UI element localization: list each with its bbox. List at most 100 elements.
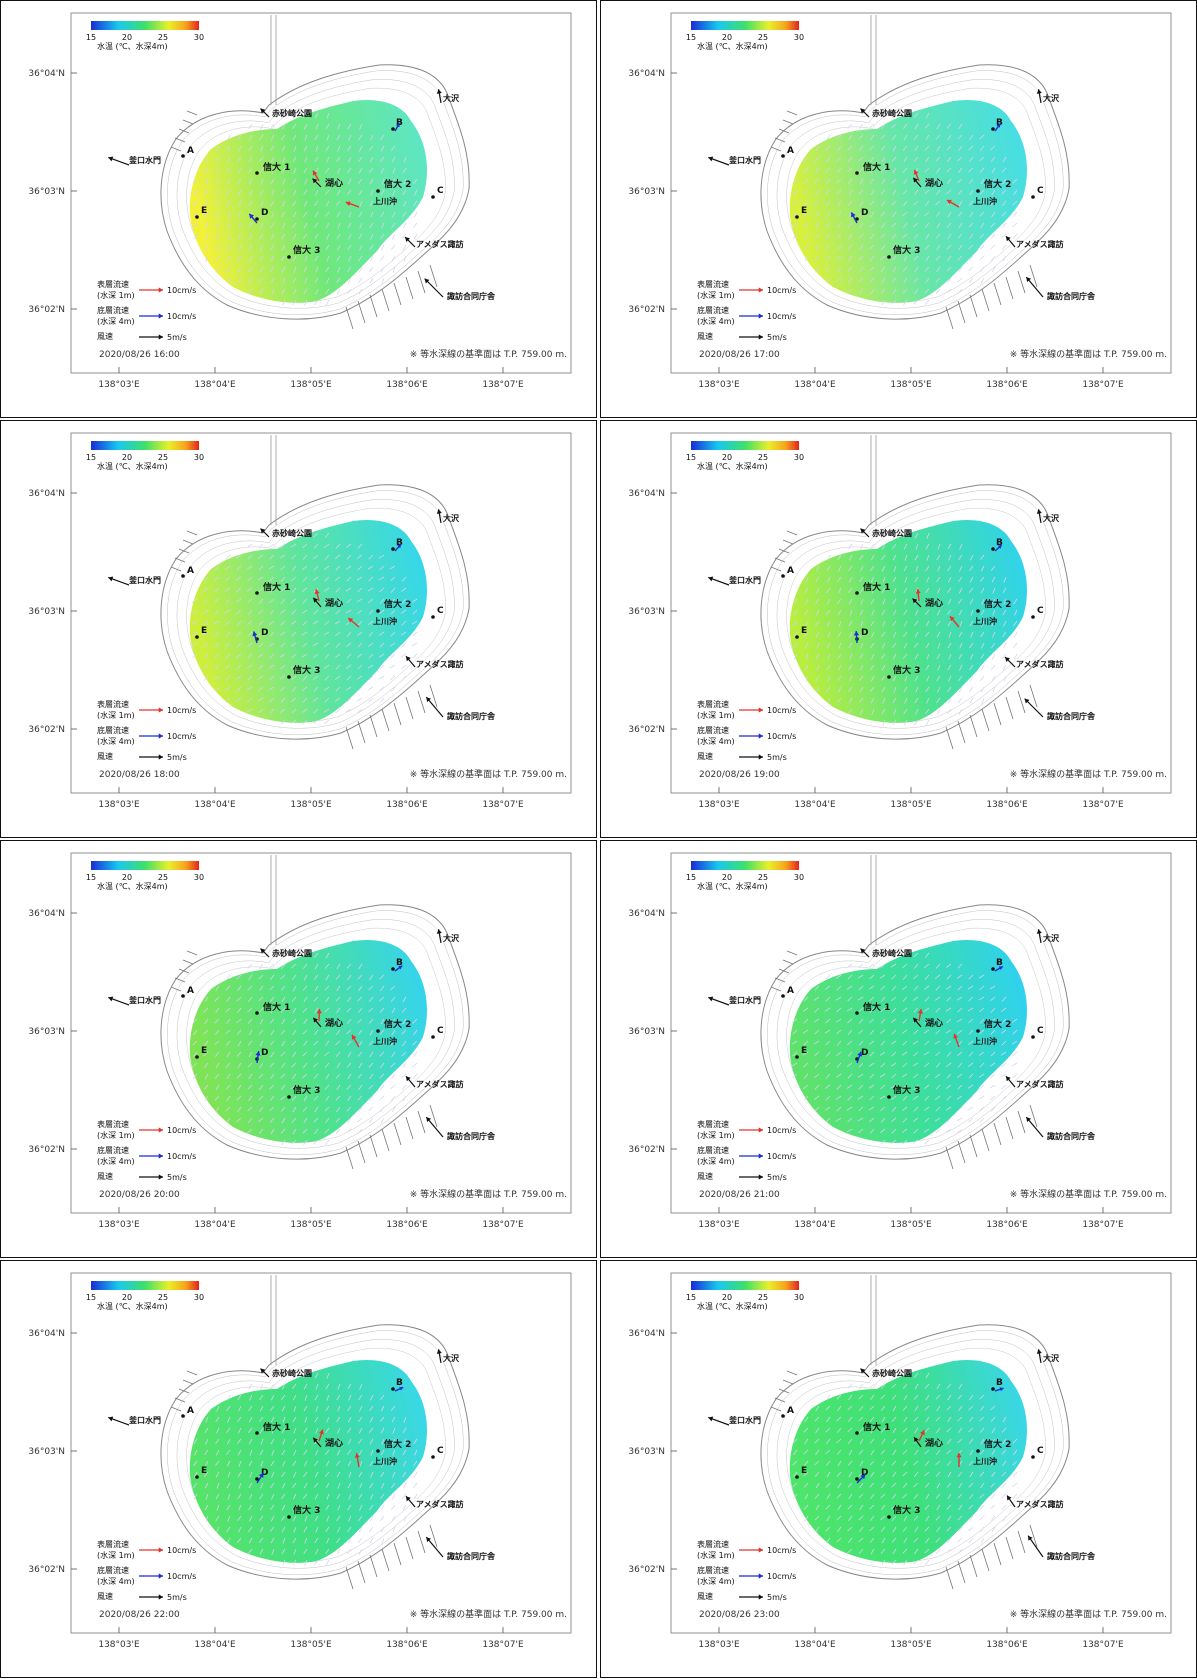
station-label: E: [201, 206, 207, 216]
colorbar-title: 水温 (℃、水深4m): [697, 461, 768, 471]
x-axis-tick-label: 138°07'E: [1082, 800, 1124, 810]
y-axis-tick-label: 36°02'N: [628, 1565, 665, 1575]
legend-label: 底層流速: [97, 725, 129, 735]
station-label: 上川沖: [973, 1036, 997, 1046]
colorbar-tick: 20: [122, 453, 132, 462]
station-label: 信大 3: [293, 1504, 320, 1516]
station-marker: [287, 1515, 291, 1519]
timestamp: 2020/08/26 16:00: [99, 350, 180, 360]
station-label: C: [437, 1026, 444, 1036]
colorbar-title: 水温 (℃、水深4m): [97, 41, 168, 51]
y-axis-tick-label: 36°04'N: [28, 1329, 65, 1339]
legend-label: 表層流速: [697, 699, 729, 709]
timestamp: 2020/08/26 20:00: [99, 1190, 180, 1200]
legend-label: 底層流速: [97, 1565, 129, 1575]
station-marker: [1031, 1035, 1035, 1039]
station-label: 信大 2: [984, 1018, 1011, 1030]
x-axis-tick-label: 138°04'E: [794, 1220, 836, 1230]
station-label: E: [801, 626, 807, 636]
map-panel: 15 20 25 30 水温 (℃、水深4m) 138°03'E 138°04'E 138°0…: [0, 0, 597, 418]
station-label: C: [1037, 186, 1044, 196]
legend-label: (水深 1m): [97, 710, 135, 720]
station-label: 湖心: [325, 1437, 343, 1449]
station-label: 信大 2: [384, 178, 411, 190]
colorbar-tick: 25: [158, 33, 168, 42]
x-axis-tick-label: 138°03'E: [98, 1220, 140, 1230]
x-axis-tick-label: 138°06'E: [986, 1640, 1028, 1650]
station-label: 大沢: [443, 933, 460, 943]
station-label: A: [787, 146, 794, 156]
x-axis-tick-label: 138°06'E: [986, 380, 1028, 390]
x-axis-tick-label: 138°06'E: [386, 800, 428, 810]
timestamp: 2020/08/26 17:00: [699, 350, 780, 360]
station-marker: [195, 1475, 199, 1479]
station-label: 信大 1: [263, 161, 290, 173]
colorbar-title: 水温 (℃、水深4m): [697, 881, 768, 891]
legend-label: 表層流速: [697, 1539, 729, 1549]
x-axis-tick-label: 138°05'E: [290, 380, 332, 390]
datum-note: ※ 等水深線の基準面は T.P. 759.00 m.: [1010, 348, 1167, 360]
station-marker: [887, 1095, 891, 1099]
y-axis-tick-label: 36°03'N: [28, 187, 65, 197]
station-label: 信大 1: [263, 1001, 290, 1013]
temperature-colorbar: [691, 21, 799, 30]
station-label: A: [187, 146, 194, 156]
station-label: D: [861, 1048, 868, 1058]
station-marker: [181, 1414, 185, 1418]
legend-value: 5m/s: [767, 1173, 787, 1182]
legend-value: 10cm/s: [767, 312, 796, 321]
y-axis-tick-label: 36°03'N: [28, 607, 65, 617]
station-label: 諏訪合同庁舎: [1047, 1551, 1096, 1561]
station-label: 信大 1: [863, 581, 890, 593]
legend-label: 底層流速: [697, 305, 729, 315]
station-label: 大沢: [443, 93, 460, 103]
station-marker: [376, 1449, 380, 1453]
station-label: 信大 3: [293, 664, 320, 676]
station-marker: [255, 171, 259, 175]
station-label: C: [1037, 606, 1044, 616]
legend-label: 風速: [97, 752, 113, 761]
station-marker: [855, 1477, 859, 1481]
x-axis-tick-label: 138°03'E: [698, 380, 740, 390]
y-axis-tick-label: 36°04'N: [628, 1329, 665, 1339]
station-marker: [991, 127, 995, 131]
temperature-colorbar: [691, 861, 799, 870]
station-label: 赤砂崎公園: [272, 1368, 312, 1378]
x-axis-tick-label: 138°07'E: [1082, 380, 1124, 390]
x-axis-tick-label: 138°04'E: [194, 800, 236, 810]
station-label: A: [787, 1406, 794, 1416]
lake-map: 15 20 25 30 水温 (℃、水深4m) 138°03'E 138°04'E 138°0…: [1, 1261, 598, 1679]
datum-note: ※ 等水深線の基準面は T.P. 759.00 m.: [410, 348, 567, 360]
station-marker: [781, 154, 785, 158]
legend-value: 10cm/s: [767, 1152, 796, 1161]
station-label: 大沢: [443, 1353, 460, 1363]
y-axis-tick-label: 36°02'N: [28, 1565, 65, 1575]
colorbar-title: 水温 (℃、水深4m): [97, 881, 168, 891]
x-axis-tick-label: 138°03'E: [98, 1640, 140, 1650]
station-label: 赤砂崎公園: [872, 528, 912, 538]
station-marker: [195, 635, 199, 639]
station-label: 信大 3: [293, 1084, 320, 1096]
timestamp: 2020/08/26 23:00: [699, 1610, 780, 1620]
station-label: 信大 2: [384, 1018, 411, 1030]
legend-label: (水深 4m): [97, 736, 135, 746]
legend-value: 10cm/s: [767, 286, 796, 295]
station-label: 湖心: [925, 177, 943, 189]
legend-value: 10cm/s: [167, 1126, 196, 1135]
station-label: アメダス諏訪: [416, 1499, 464, 1509]
station-marker: [376, 1029, 380, 1033]
station-label: 信大 3: [293, 244, 320, 256]
station-label: 信大 3: [893, 1504, 920, 1516]
y-axis-tick-label: 36°02'N: [628, 305, 665, 315]
station-label: D: [861, 628, 868, 638]
colorbar-tick: 30: [194, 453, 204, 462]
station-label: 釜口水門: [728, 575, 761, 585]
station-label: 信大 1: [863, 161, 890, 173]
x-axis-tick-label: 138°07'E: [482, 1640, 524, 1650]
colorbar-tick: 30: [794, 453, 804, 462]
legend-label: (水深 1m): [697, 710, 735, 720]
colorbar-tick: 20: [122, 1293, 132, 1302]
station-label: 釜口水門: [728, 995, 761, 1005]
y-axis-tick-label: 36°03'N: [628, 187, 665, 197]
station-label: 諏訪合同庁舎: [1047, 711, 1096, 721]
